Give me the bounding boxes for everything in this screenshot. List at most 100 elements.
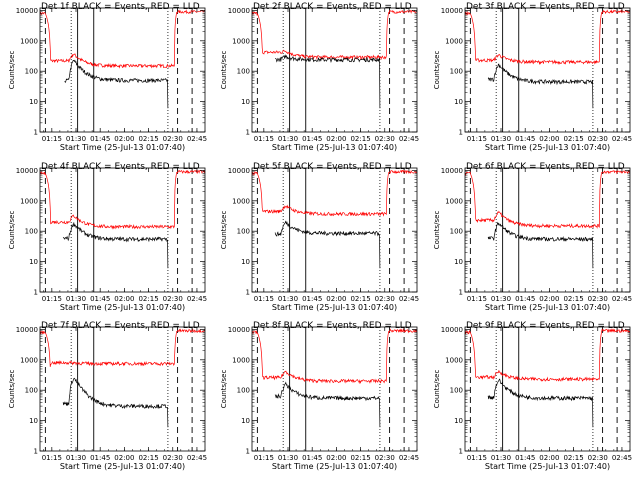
y-tick-label: 1000 [232,356,250,364]
panel-7f: Det 7f BLACK = Events, RED = LLD 1 10 100 10… [8,321,207,471]
x-tick-label: 02:00 [326,135,346,143]
x-tick-label: 02:15 [563,454,583,462]
panel-title: Det 5f BLACK = Events, RED = LLD [253,162,412,172]
panel-title: Det 8f BLACK = Events, RED = LLD [253,321,412,331]
y-tick-label: 10000 [441,326,463,334]
x-tick-label: 01:15 [254,454,274,462]
y-axis-label: Counts/sec [220,211,228,250]
y-axis-label: Counts/sec [8,51,16,90]
events-series-line [62,222,169,269]
y-tick-label: 100 [450,228,463,236]
y-tick-label: 1000 [445,356,463,364]
x-tick-label: 02:45 [399,454,419,462]
events-series-line [274,220,381,269]
x-tick-label: 02:30 [163,454,183,462]
x-tick-label: 01:30 [278,295,298,303]
x-tick-label: 02:45 [187,454,207,462]
lld-series-line [40,169,205,230]
x-tick-label: 01:45 [515,295,535,303]
x-tick-label: 02:45 [399,295,419,303]
x-tick-label: 02:45 [187,135,207,143]
axes-frame [251,326,418,452]
y-tick-label: 1 [246,129,250,137]
y-tick-label: 1000 [232,197,250,205]
y-tick-label: 10000 [228,167,250,175]
x-tick-label: 01:45 [90,295,110,303]
axes-frame [464,7,631,133]
y-axis-label: Counts/sec [433,370,441,409]
y-tick-label: 100 [25,387,38,395]
x-tick-label: 02:30 [588,135,608,143]
panel-title: Det 7f BLACK = Events, RED = LLD [41,321,200,331]
y-tick-label: 10 [29,98,38,106]
panel-5f: Det 5f BLACK = Events, RED = LLD 1 10 100 10… [220,162,419,312]
x-tick-label: 02:30 [163,135,183,143]
x-tick-label: 01:15 [42,295,62,303]
plot-area [465,168,630,292]
y-axis-label: Counts/sec [8,211,16,250]
panel-4f: Det 4f BLACK = Events, RED = LLD 1 10 100 10… [8,162,207,312]
plot-area [465,8,630,132]
panel-6f: Det 6f BLACK = Events, RED = LLD 1 10 100 10… [433,162,632,312]
y-tick-label: 100 [237,68,250,76]
y-tick-label: 1 [34,129,38,137]
x-tick-label: 02:45 [187,295,207,303]
axes-frame [464,326,631,452]
x-tick-label: 02:15 [138,135,158,143]
x-tick-label: 02:15 [563,295,583,303]
panel-title: Det 6f BLACK = Events, RED = LLD [466,162,625,172]
x-tick-label: 01:30 [491,454,511,462]
x-tick-label: 02:00 [114,454,134,462]
events-series-line [487,221,594,269]
y-tick-label: 1 [459,289,463,297]
plot-area [252,327,417,451]
y-tick-label: 1000 [20,197,38,205]
lld-series-line [40,9,205,69]
x-tick-label: 01:30 [66,135,86,143]
y-tick-label: 100 [450,68,463,76]
y-tick-label: 10000 [16,326,38,334]
events-series-line [64,59,169,109]
panel-title: Det 4f BLACK = Events, RED = LLD [41,162,200,172]
panel-title: Det 9f BLACK = Events, RED = LLD [466,321,625,331]
x-tick-label: 01:45 [90,135,110,143]
x-tick-label: 02:15 [350,454,370,462]
y-tick-label: 100 [25,68,38,76]
y-tick-label: 10000 [441,167,463,175]
x-axis-label: Start Time (25-Jul-13 01:07:40) [485,303,610,312]
plot-area [465,327,630,451]
y-tick-label: 100 [237,228,250,236]
events-series-line [487,378,594,428]
y-tick-label: 10 [29,258,38,266]
panel-8f: Det 8f BLACK = Events, RED = LLD 1 10 100 10… [220,321,419,471]
y-tick-label: 10 [241,98,250,106]
axes-frame [251,167,418,293]
y-tick-label: 1000 [445,37,463,45]
panel-2f: Det 2f BLACK = Events, RED = LLD 1 10 100 10… [220,2,419,152]
y-tick-label: 1 [459,129,463,137]
x-tick-label: 02:30 [375,454,395,462]
x-tick-label: 01:15 [42,454,62,462]
x-axis-label: Start Time (25-Jul-13 01:07:40) [485,143,610,152]
x-axis-label: Start Time (25-Jul-13 01:07:40) [60,303,185,312]
x-tick-label: 01:45 [302,135,322,143]
x-axis-label: Start Time (25-Jul-13 01:07:40) [60,462,185,471]
y-tick-label: 1000 [445,197,463,205]
x-tick-label: 02:15 [563,135,583,143]
y-tick-label: 10000 [228,326,250,334]
lld-series-line [465,9,630,66]
x-tick-label: 02:30 [375,135,395,143]
plot-area [252,168,417,292]
x-tick-label: 02:00 [539,135,559,143]
x-tick-label: 02:45 [612,454,632,462]
y-axis-label: Counts/sec [433,211,441,250]
lld-series-line [465,170,630,229]
y-tick-label: 10 [241,258,250,266]
lld-series-line [40,328,205,367]
x-tick-label: 01:45 [90,454,110,462]
x-axis-label: Start Time (25-Jul-13 01:07:40) [272,303,397,312]
x-tick-label: 01:15 [42,135,62,143]
x-tick-label: 01:30 [66,454,86,462]
x-tick-label: 02:15 [138,295,158,303]
